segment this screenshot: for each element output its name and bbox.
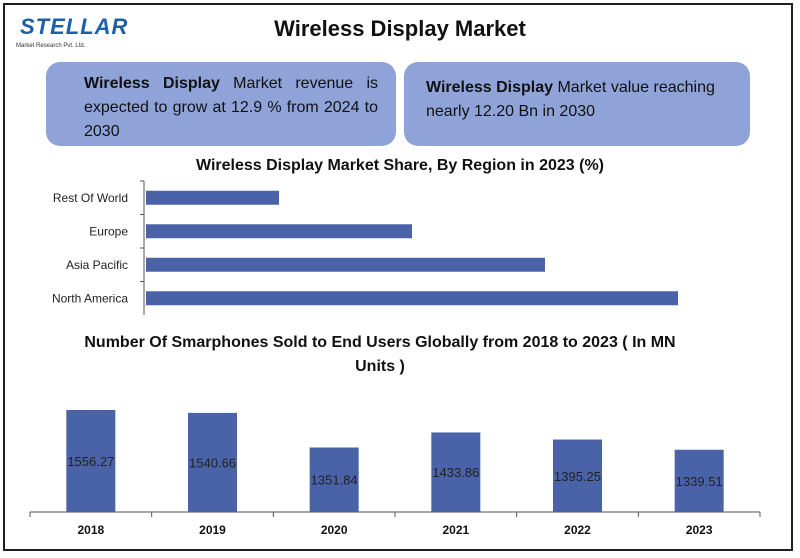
logo-subtitle: Market Research Pvt. Ltd. — [16, 43, 86, 49]
info-box-growth: Wireless Display Market revenue is expec… — [46, 62, 396, 146]
region-label: Rest Of World — [53, 191, 128, 205]
region-bar — [146, 190, 279, 205]
chart-frame — [3, 3, 793, 551]
region-label: Europe — [89, 224, 128, 238]
stellar-logo: STELLAR Market Research Pvt. Ltd. — [10, 10, 127, 54]
smartphone-bar — [309, 447, 359, 512]
smartphone-value-label: 1395.25 — [554, 469, 601, 484]
page-title: Wireless Display Market — [274, 16, 526, 41]
info-box-growth-text: Market revenue is expected to grow at 12… — [84, 75, 379, 140]
smartphone-bar — [188, 412, 237, 512]
info-box-value-bold: Wireless Display — [426, 79, 554, 96]
smartphone-year-label: 2020 — [321, 523, 348, 537]
smartphone-chart-title: Number Of Smarphones Sold to End Users G… — [84, 334, 676, 375]
smartphone-year-label: 2021 — [442, 523, 469, 537]
smartphone-bar — [674, 449, 724, 512]
smartphone-year-label: 2023 — [686, 523, 713, 537]
info-box-value: Wireless Display Market value reaching n… — [404, 62, 750, 146]
region-label: Asia Pacific — [66, 258, 128, 272]
smartphone-year-label: 2018 — [77, 523, 104, 537]
info-box-growth-bold: Wireless Display — [84, 75, 220, 92]
smartphone-value-label: 1433.86 — [432, 465, 479, 480]
info-box-value-text: Market value reaching nearly 12.20 Bn in… — [426, 79, 715, 120]
smartphone-bar — [431, 432, 481, 512]
smartphone-year-label: 2019 — [199, 523, 226, 537]
region-chart-title: Wireless Display Market Share, By Region… — [195, 157, 604, 174]
smartphone-value-label: 1540.66 — [189, 455, 236, 470]
smartphone-year-label: 2022 — [564, 523, 591, 537]
region-bar — [146, 257, 545, 272]
smartphone-bar — [553, 439, 602, 512]
smartphone-value-label: 1339.51 — [676, 474, 723, 489]
smartphone-value-label: 1351.84 — [311, 473, 358, 488]
logo-text: STELLAR — [20, 14, 129, 39]
region-bar — [146, 224, 412, 239]
region-label: North America — [52, 291, 128, 305]
region-bar — [146, 291, 678, 306]
smartphone-value-label: 1556.27 — [67, 454, 114, 469]
smartphone-bar — [66, 410, 116, 512]
